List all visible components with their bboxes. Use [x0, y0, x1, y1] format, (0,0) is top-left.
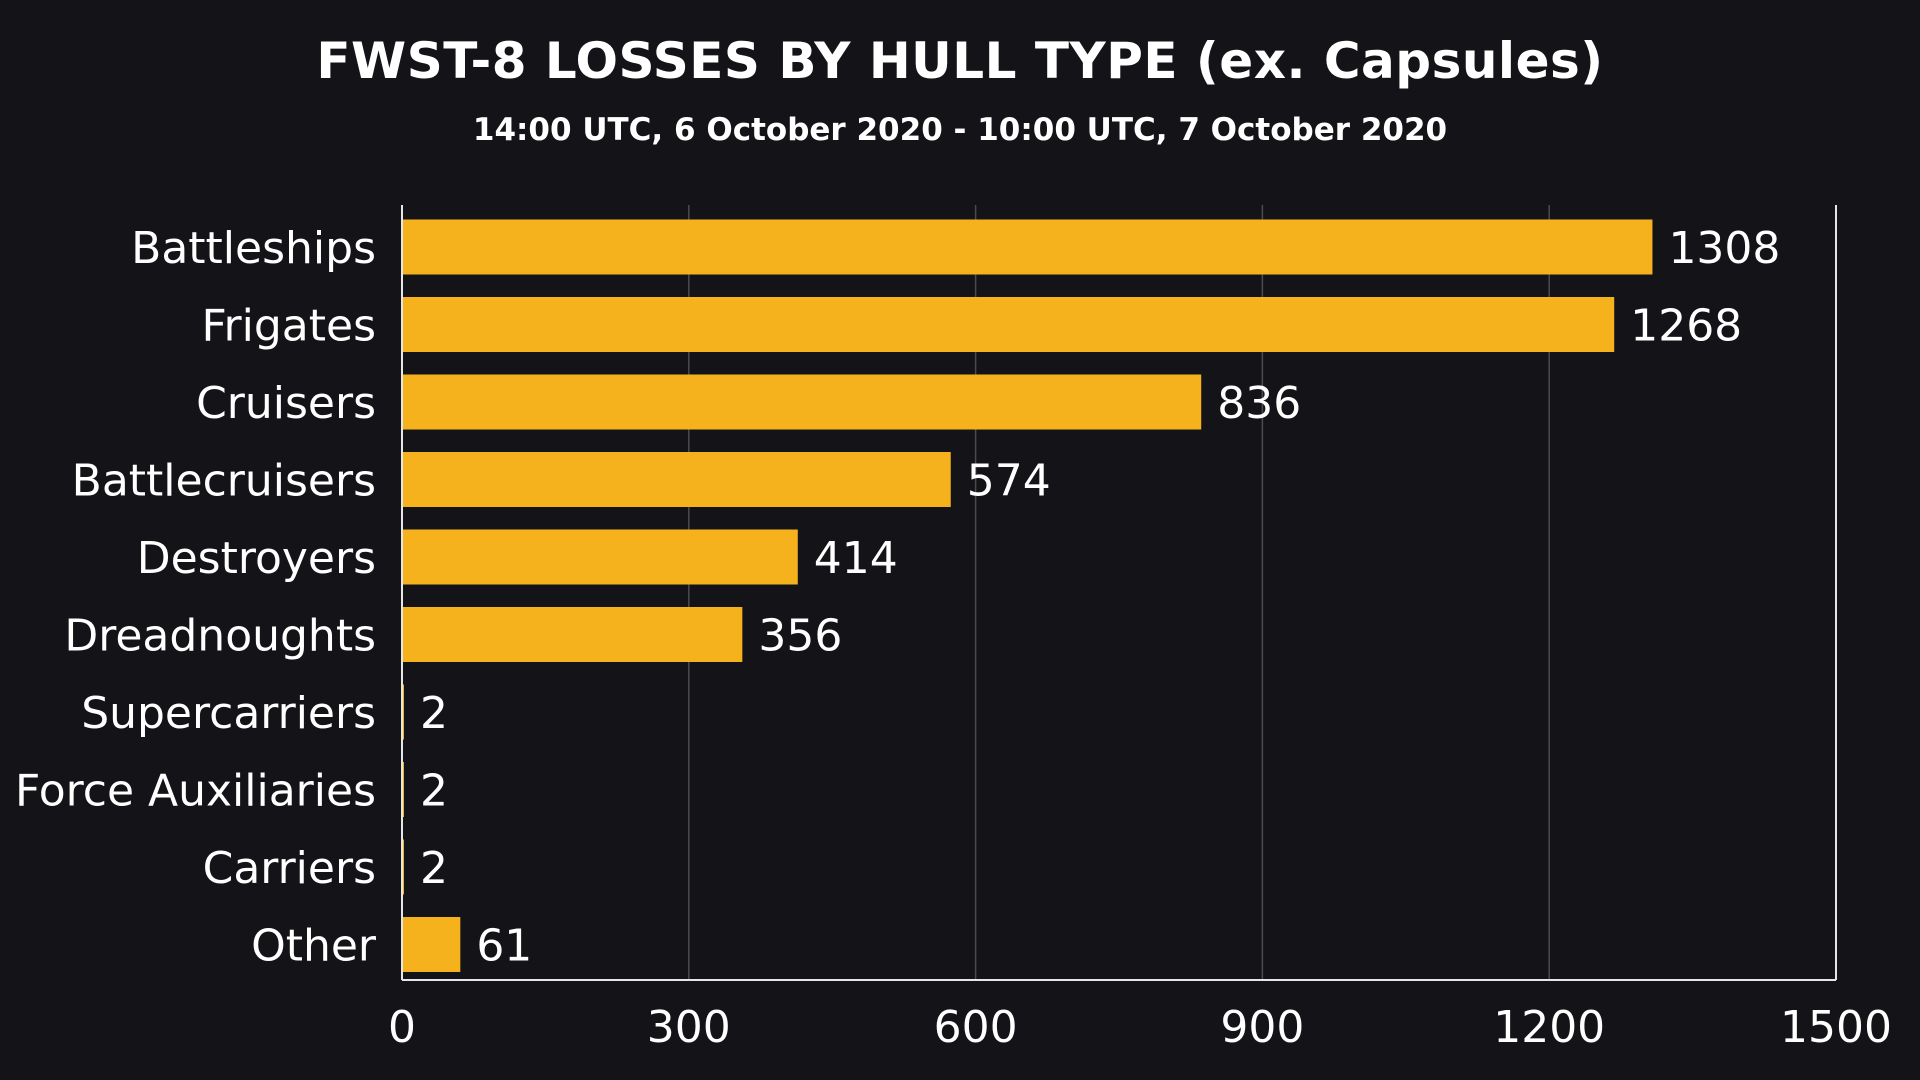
category-label: Carriers — [203, 843, 376, 894]
chart-title: FWST-8 LOSSES BY HULL TYPE (ex. Capsules… — [316, 32, 1604, 90]
x-tick-label: 900 — [1220, 1002, 1304, 1053]
bars — [402, 219, 1653, 972]
value-label: 61 — [476, 921, 532, 972]
x-tick-label: 600 — [934, 1002, 1018, 1053]
bar-dreadnoughts — [402, 607, 743, 662]
bar-frigates — [402, 297, 1615, 352]
category-label: Battlecruisers — [72, 456, 376, 507]
x-tick-label: 0 — [388, 1002, 416, 1053]
value-label: 2 — [420, 766, 448, 817]
value-label: 2 — [420, 688, 448, 739]
value-label: 574 — [967, 456, 1051, 507]
chart-subtitle: 14:00 UTC, 6 October 2020 - 10:00 UTC, 7… — [472, 112, 1448, 148]
bar-battlecruisers — [402, 452, 951, 507]
category-label: Destroyers — [137, 533, 376, 584]
value-label: 1308 — [1668, 223, 1780, 274]
category-label: Cruisers — [196, 378, 376, 429]
bar-cruisers — [402, 374, 1202, 430]
category-label: Dreadnoughts — [64, 611, 376, 662]
category-label: Supercarriers — [81, 688, 376, 739]
category-label: Battleships — [131, 223, 376, 274]
value-label: 1268 — [1630, 301, 1742, 352]
category-label: Force Auxiliaries — [15, 766, 376, 817]
x-tick-label: 1500 — [1780, 1002, 1892, 1053]
bar-battleships — [402, 219, 1653, 275]
x-tick-label: 1200 — [1493, 1002, 1605, 1053]
value-label: 414 — [814, 533, 898, 584]
value-label: 2 — [420, 843, 448, 894]
axes — [401, 205, 1837, 981]
bar-destroyers — [402, 529, 798, 585]
value-label: 836 — [1217, 378, 1301, 429]
labels: 0 300 600 900 1200 1500 Battleships 1308 Frigate… — [15, 223, 1892, 1053]
bar-other — [402, 917, 461, 972]
x-tick-label: 300 — [647, 1002, 731, 1053]
category-label: Other — [251, 921, 377, 972]
value-label: 356 — [758, 611, 842, 662]
category-label: Frigates — [201, 301, 376, 352]
